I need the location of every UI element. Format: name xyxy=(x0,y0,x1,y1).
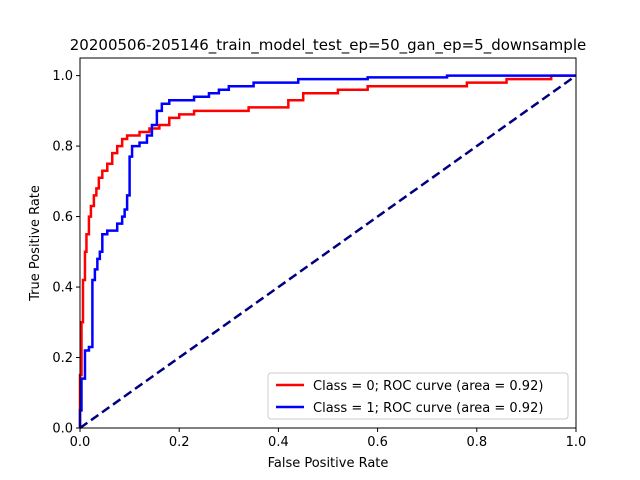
x-tick-label: 1.0 xyxy=(566,435,587,450)
roc-curve-class-1 xyxy=(78,74,576,428)
x-tick-label: 0.2 xyxy=(169,435,190,450)
legend-label: Class = 0; ROC curve (area = 0.92) xyxy=(313,379,543,394)
y-tick-label: 0.4 xyxy=(52,281,73,296)
x-tick-label: 0.8 xyxy=(466,435,487,450)
y-tick-label: 0.8 xyxy=(52,140,73,155)
roc-curve-class-0 xyxy=(78,74,576,428)
x-tick-label: 0.4 xyxy=(268,435,289,450)
legend-label: Class = 1; ROC curve (area = 0.92) xyxy=(313,401,543,416)
y-tick-label: 0.2 xyxy=(52,351,73,366)
axis-ticks: 0.0 0.2 0.4 0.6 0.8 1.0 0.0 0.2 0.4 0.6 0.8 1.0 xyxy=(52,69,586,450)
y-axis-label: True Positive Rate xyxy=(28,185,43,302)
y-tick-label: 0.6 xyxy=(52,210,73,225)
plot-frame xyxy=(79,57,577,429)
chart-title: 20200506-205146_train_model_test_ep=50_g… xyxy=(70,36,586,55)
legend-box xyxy=(267,372,569,420)
roc-lines xyxy=(78,74,577,430)
x-axis-label: False Positive Rate xyxy=(268,456,389,471)
legend: Class = 0; ROC curve (area = 0.92) Class … xyxy=(267,372,569,420)
y-tick-label: 0.0 xyxy=(52,422,73,437)
chance-diagonal-line xyxy=(79,74,577,430)
y-tick-label: 1.0 xyxy=(52,69,73,84)
x-tick-label: 0.0 xyxy=(70,435,91,450)
x-tick-label: 0.6 xyxy=(367,435,388,450)
